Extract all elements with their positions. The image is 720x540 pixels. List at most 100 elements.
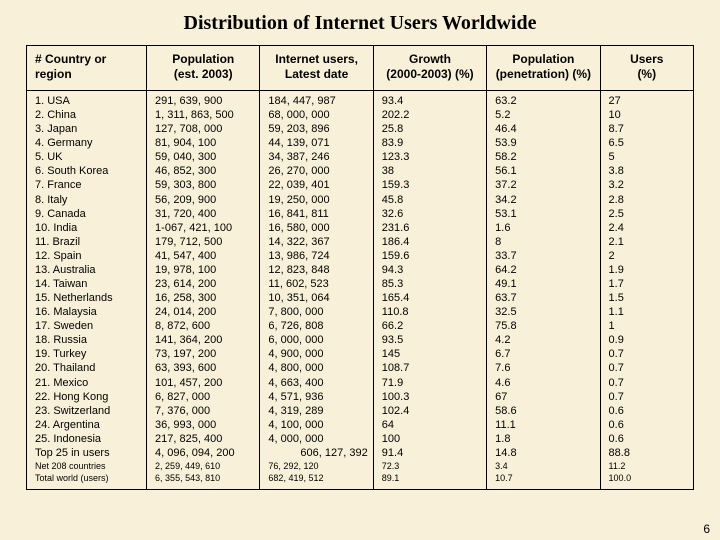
table-cell: 12, 823, 848 [260, 263, 373, 277]
table-cell: 2.8 [600, 193, 693, 207]
table-row: Top 25 in users4, 096, 094, 200606, 127,… [27, 446, 694, 460]
table-row: 2. China1, 311, 863, 50068, 000, 000202.… [27, 108, 694, 122]
table-row: 24. Argentina36, 993, 0004, 100, 0006411… [27, 418, 694, 432]
table-cell: 16. Malaysia [27, 305, 147, 319]
table-cell: 94.3 [373, 263, 486, 277]
table-cell: 64 [373, 418, 486, 432]
table-cell: 93.4 [373, 91, 486, 109]
table-cell: 45.8 [373, 193, 486, 207]
table-cell: 8, 872, 600 [147, 319, 260, 333]
table-cell: 184, 447, 987 [260, 91, 373, 109]
table-cell: 59, 040, 300 [147, 150, 260, 164]
table-cell: 19, 978, 100 [147, 263, 260, 277]
table-cell: 1.6 [487, 221, 600, 235]
table-cell: 11.2 [600, 460, 693, 472]
table-cell: 0.7 [600, 347, 693, 361]
table-cell: 76, 292, 120 [260, 460, 373, 472]
table-row: Total world (users)6, 355, 543, 810682, … [27, 472, 694, 489]
table-cell: 83.9 [373, 136, 486, 150]
table-cell: 4.6 [487, 376, 600, 390]
column-header: Population(penetration) (%) [487, 46, 600, 91]
table-cell: 0.7 [600, 376, 693, 390]
table-cell: 20. Thailand [27, 361, 147, 375]
table-row: 6. South Korea46, 852, 30026, 270, 00038… [27, 164, 694, 178]
table-cell: 44, 139, 071 [260, 136, 373, 150]
table-cell: 3. Japan [27, 122, 147, 136]
table-cell: 41, 547, 400 [147, 249, 260, 263]
table-cell: 100.0 [600, 472, 693, 489]
table-cell: 72.3 [373, 460, 486, 472]
table-cell: 186.4 [373, 235, 486, 249]
table-cell: 4, 100, 000 [260, 418, 373, 432]
table-row: 20. Thailand63, 393, 6004, 800, 000108.7… [27, 361, 694, 375]
table-cell: 19, 250, 000 [260, 193, 373, 207]
data-table: # Country or regionPopulation(est. 2003)… [26, 45, 694, 490]
table-row: 1. USA291, 639, 900184, 447, 98793.463.2… [27, 91, 694, 109]
table-cell: 23, 614, 200 [147, 277, 260, 291]
table-cell: 53.9 [487, 136, 600, 150]
table-cell: 33.7 [487, 249, 600, 263]
table-cell: 88.8 [600, 446, 693, 460]
table-cell: 89.1 [373, 472, 486, 489]
table-row: 17. Sweden8, 872, 6006, 726, 80866.275.8… [27, 319, 694, 333]
table-cell: 12. Spain [27, 249, 147, 263]
table-cell: 165.4 [373, 291, 486, 305]
table-cell: 7, 800, 000 [260, 305, 373, 319]
table-cell: 16, 258, 300 [147, 291, 260, 305]
table-cell: 32.5 [487, 305, 600, 319]
table-cell: 22, 039, 401 [260, 178, 373, 192]
table-cell: 8.7 [600, 122, 693, 136]
table-cell: 15. Netherlands [27, 291, 147, 305]
table-cell: 291, 639, 900 [147, 91, 260, 109]
table-cell: 217, 825, 400 [147, 432, 260, 446]
table-cell: 1.7 [600, 277, 693, 291]
table-row: 12. Spain41, 547, 40013, 986, 724159.633… [27, 249, 694, 263]
table-cell: 2, 259, 449, 610 [147, 460, 260, 472]
table-cell: 38 [373, 164, 486, 178]
page-title: Distribution of Internet Users Worldwide [0, 0, 720, 45]
table-cell: 1-067, 421, 100 [147, 221, 260, 235]
table-cell: 37.2 [487, 178, 600, 192]
table-cell: 7.6 [487, 361, 600, 375]
table-cell: 25.8 [373, 122, 486, 136]
table-cell: 102.4 [373, 404, 486, 418]
table-row: 3. Japan127, 708, 00059, 203, 89625.846.… [27, 122, 694, 136]
table-cell: 6, 000, 000 [260, 333, 373, 347]
table-cell: 4.2 [487, 333, 600, 347]
table-cell: 46.4 [487, 122, 600, 136]
table-cell: 68, 000, 000 [260, 108, 373, 122]
table-row: 23. Switzerland7, 376, 0004, 319, 289102… [27, 404, 694, 418]
table-row: 25. Indonesia217, 825, 4004, 000, 000100… [27, 432, 694, 446]
table-cell: 0.7 [600, 390, 693, 404]
table-row: 11. Brazil179, 712, 50014, 322, 367186.4… [27, 235, 694, 249]
table-row: 22. Hong Kong6, 827, 0004, 571, 936100.3… [27, 390, 694, 404]
table-cell: 141, 364, 200 [147, 333, 260, 347]
table-cell: 3.4 [487, 460, 600, 472]
table-cell: 67 [487, 390, 600, 404]
table-cell: 202.2 [373, 108, 486, 122]
table-cell: 4, 900, 000 [260, 347, 373, 361]
table-cell: 13. Australia [27, 263, 147, 277]
table-cell: 46, 852, 300 [147, 164, 260, 178]
table-cell: 8 [487, 235, 600, 249]
table-cell: 71.9 [373, 376, 486, 390]
table-cell: 101, 457, 200 [147, 376, 260, 390]
table-cell: 3.8 [600, 164, 693, 178]
table-cell: 56.1 [487, 164, 600, 178]
table-cell: 59, 203, 896 [260, 122, 373, 136]
column-header: Internet users,Latest date [260, 46, 373, 91]
table-cell: 16, 841, 811 [260, 207, 373, 221]
table-cell: 56, 209, 900 [147, 193, 260, 207]
table-row: 15. Netherlands16, 258, 30010, 351, 0641… [27, 291, 694, 305]
table-cell: 108.7 [373, 361, 486, 375]
table-cell: 63.2 [487, 91, 600, 109]
table-cell: 9. Canada [27, 207, 147, 221]
table-cell: 179, 712, 500 [147, 235, 260, 249]
table-cell: 14.8 [487, 446, 600, 460]
table-head: # Country or regionPopulation(est. 2003)… [27, 46, 694, 91]
table-cell: 14. Taiwan [27, 277, 147, 291]
table-cell: 18. Russia [27, 333, 147, 347]
table-cell: 7, 376, 000 [147, 404, 260, 418]
table-cell: 93.5 [373, 333, 486, 347]
table-cell: 6. South Korea [27, 164, 147, 178]
